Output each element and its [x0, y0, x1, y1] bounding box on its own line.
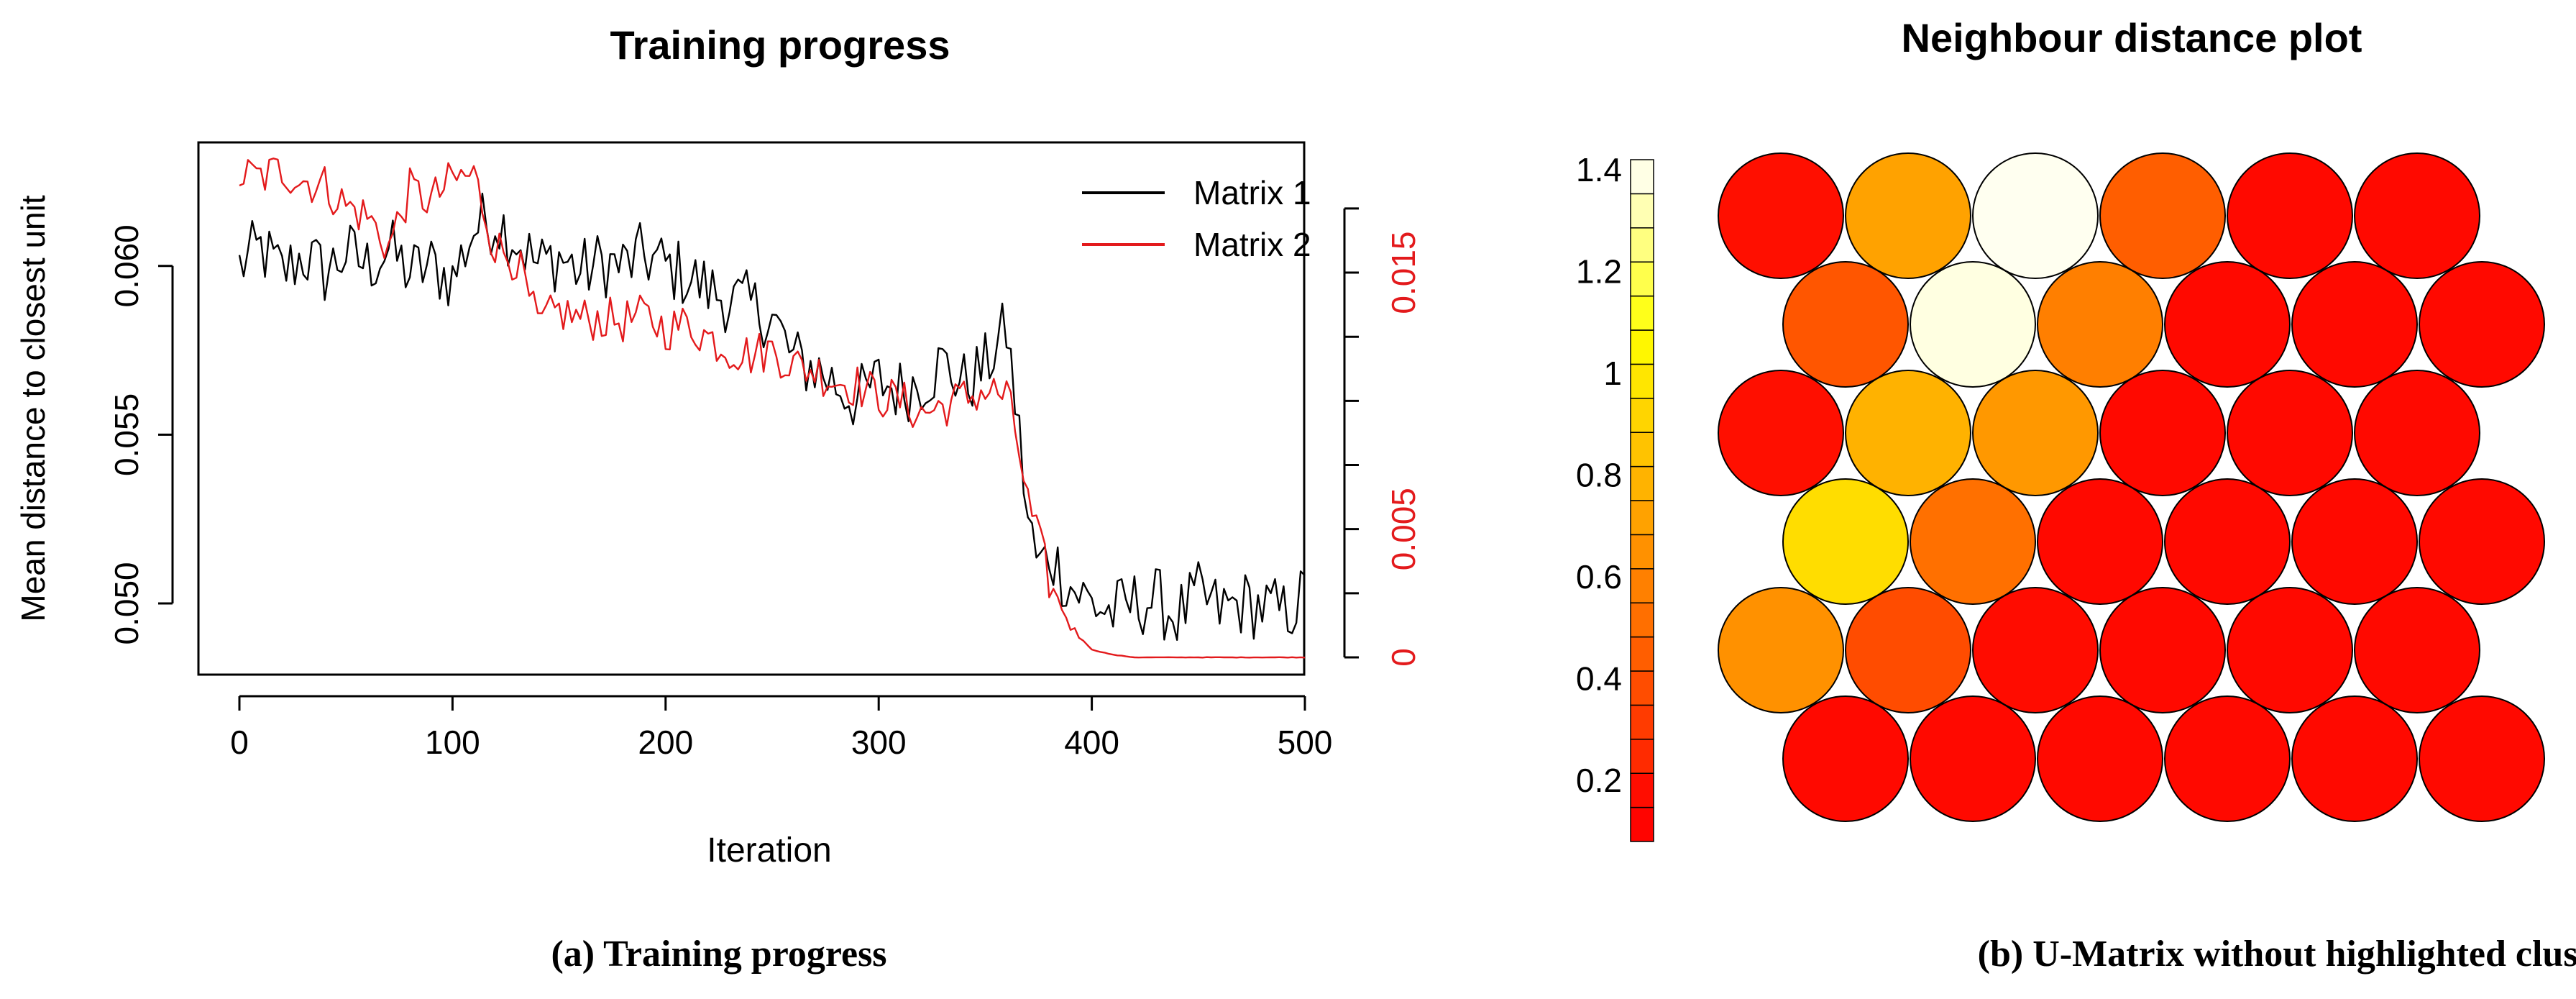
color-scale-step [1630, 159, 1654, 195]
som-unit [2164, 695, 2291, 822]
som-unit [2291, 695, 2418, 822]
color-scale-step [1630, 465, 1654, 501]
som-unit [2227, 587, 2353, 713]
color-scale-bar [1630, 159, 1654, 842]
color-scale-step [1630, 534, 1654, 570]
color-scale-step [1630, 670, 1654, 706]
x-axis: 0 100 200 300 400 500 [230, 695, 1333, 761]
panel-caption-b: (b) U-Matrix without highlighted cluster… [1978, 934, 2576, 975]
som-unit [1845, 587, 1971, 713]
color-scale-tick-label: 1.2 [1576, 253, 1622, 291]
color-scale-step [1630, 500, 1654, 536]
som-unit [2354, 370, 2480, 496]
som-unit [2419, 261, 2545, 388]
color-scale-step [1630, 398, 1654, 433]
y-axis-left: 0.050 0.055 0.060 [108, 224, 174, 645]
som-unit [2037, 261, 2163, 388]
som-unit [1782, 478, 1909, 605]
som-unit [1910, 695, 2036, 822]
som-unit [2227, 152, 2353, 279]
x-tick-label: 500 [1278, 724, 1333, 761]
som-unit [1782, 695, 1909, 822]
series-line-matrix-2 [239, 158, 1306, 659]
series-line-matrix-1 [238, 192, 1306, 641]
y2-tick-label: 0.005 [1385, 488, 1422, 570]
som-unit [2291, 478, 2418, 605]
x-tick-label: 0 [230, 724, 249, 761]
som-unit [2099, 370, 2226, 496]
x-axis-label: Iteration [707, 831, 831, 870]
som-unit [1845, 152, 1971, 279]
training-progress-chart: Training progress 0 100 200 300 400 500 0.050… [14, 22, 1422, 975]
color-scale-tick-label: 1.4 [1576, 151, 1622, 188]
som-unit [1972, 152, 2099, 279]
y2-tick-label: 0.015 [1385, 231, 1422, 314]
plot-area-frame [197, 141, 1306, 676]
y-tick-label: 0.050 [108, 562, 145, 644]
color-scale-step [1630, 261, 1654, 297]
y-tick-label: 0.055 [108, 393, 145, 476]
som-unit [1845, 370, 1971, 496]
color-scale-step [1630, 329, 1654, 365]
legend-label-matrix-1: Matrix 1 [1193, 174, 1311, 211]
y-tick-label: 0.060 [108, 224, 145, 307]
color-scale-tick-label: 0.6 [1576, 558, 1622, 596]
som-unit-grid [1718, 152, 2545, 822]
color-scale-step [1630, 772, 1654, 808]
legend-label-matrix-2: Matrix 2 [1193, 226, 1311, 263]
som-unit [2099, 587, 2226, 713]
som-unit [1718, 152, 1844, 279]
color-scale-tick-label: 1 [1603, 355, 1622, 392]
legend: Matrix 1 Matrix 2 [1082, 174, 1311, 263]
som-unit [2419, 695, 2545, 822]
color-scale-step [1630, 602, 1654, 638]
som-unit [2227, 370, 2353, 496]
color-scale-step [1630, 806, 1654, 842]
som-unit [2164, 478, 2291, 605]
color-scale-step [1630, 193, 1654, 229]
color-scale-step [1630, 636, 1654, 672]
series-lines [238, 158, 1306, 659]
x-tick-label: 300 [851, 724, 907, 761]
som-unit [2291, 261, 2418, 388]
som-unit [1910, 261, 2036, 388]
som-unit [2354, 152, 2480, 279]
x-tick-label: 200 [638, 724, 693, 761]
color-scale-ticks: 0.2 0.4 0.6 0.8 1 1.2 1.4 [1576, 151, 1622, 799]
som-unit [2164, 261, 2291, 388]
som-unit [2099, 152, 2226, 279]
color-scale-step [1630, 704, 1654, 740]
color-scale-step [1630, 568, 1654, 603]
panel-caption-a: (a) Training progress [551, 934, 886, 975]
y2-tick-label: 0 [1385, 648, 1422, 667]
som-unit [2419, 478, 2545, 605]
color-scale-step [1630, 432, 1654, 467]
som-unit [1972, 370, 2099, 496]
color-scale-step [1630, 227, 1654, 263]
som-unit [2037, 695, 2163, 822]
x-tick-label: 100 [425, 724, 480, 761]
y-axis-right: 0 0.005 0.015 [1343, 207, 1422, 667]
som-unit [2354, 587, 2480, 713]
color-scale-tick-label: 0.4 [1576, 660, 1622, 698]
som-unit [1718, 587, 1844, 713]
chart-title-b: Neighbour distance plot [1902, 15, 2362, 60]
color-scale-step [1630, 363, 1654, 399]
y-axis-label: Mean distance to closest unit [14, 195, 52, 621]
som-unit [2037, 478, 2163, 605]
som-unit [1972, 587, 2099, 713]
color-scale-step [1630, 739, 1654, 774]
som-unit [1910, 478, 2036, 605]
color-scale-tick-label: 0.8 [1576, 457, 1622, 494]
x-tick-label: 400 [1064, 724, 1119, 761]
som-unit [1718, 370, 1844, 496]
color-scale-step [1630, 295, 1654, 331]
som-unit [1782, 261, 1909, 388]
neighbour-distance-plot: Neighbour distance plot 0.2 0.4 0.6 0.8 1 1.2… [1576, 15, 2576, 975]
color-scale-tick-label: 0.2 [1576, 762, 1622, 799]
chart-title-a: Training progress [610, 22, 950, 68]
